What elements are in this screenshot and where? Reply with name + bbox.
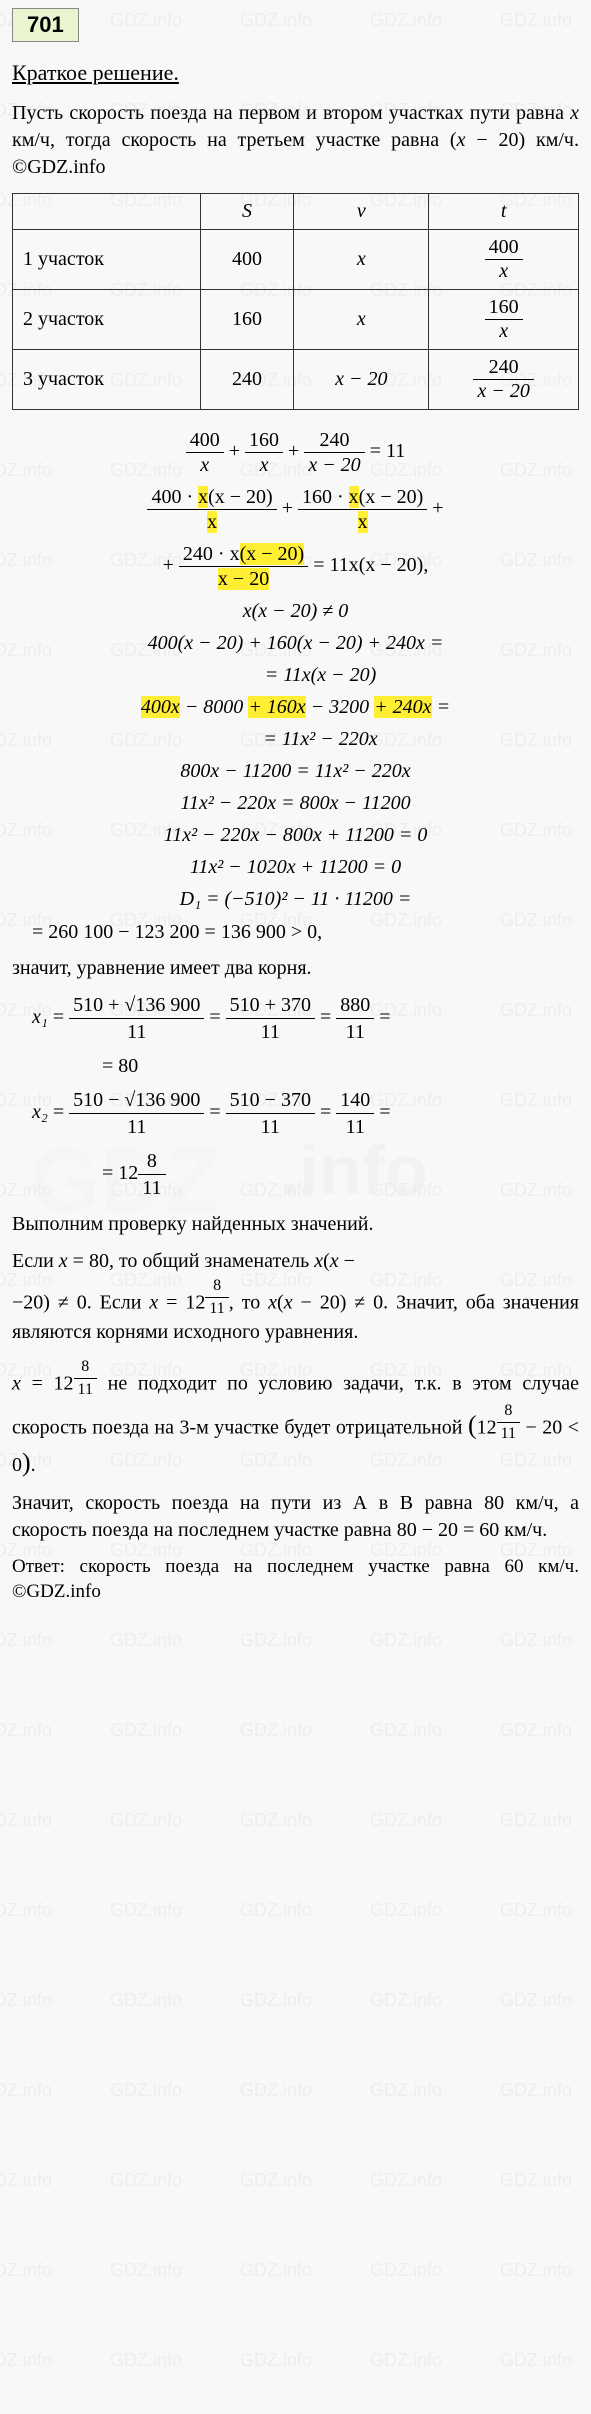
equation-2b: + 240 · x(x − 20)x − 20 = 11x(x − 20), [12,542,579,591]
problem-number-badge: 701 [12,8,79,42]
equation-7: 11x² − 220x = 800x − 11200 [12,791,579,815]
table-row: 3 участок240x − 20240x − 20 [13,350,579,410]
x2-result: = 12811 [102,1148,579,1201]
reject-paragraph: x = 12811 не подходит по условию задачи,… [12,1356,579,1479]
table-row: 1 участок400x400x [13,230,579,290]
equation-5: 400x − 8000 + 160x − 3200 + 240x = [12,695,579,719]
x1-line: x₁ = 510 + √136 90011 = 510 + 37011 = 88… [32,992,579,1045]
equation-5b: = 11x² − 220x [62,727,579,751]
table-row: 2 участок160x160x [13,290,579,350]
table-header: S [200,194,294,230]
table-header: t [429,194,579,230]
table-header [13,194,201,230]
conclusion: Значит, скорость поезда на пути из А в В… [12,1490,579,1544]
answer: Ответ: скорость поезда на последнем учас… [12,1554,579,1605]
equation-11: = 260 100 − 123 200 = 136 900 > 0, [32,919,579,945]
equation-4: 400(x − 20) + 160(x − 20) + 240x = [12,631,579,655]
equation-8: 11x² − 220x − 800x + 11200 = 0 [12,823,579,847]
equation-4b: = 11x(x − 20) [62,663,579,687]
intro-paragraph: Пусть скорость поезда на первом и втором… [12,100,579,181]
table-header: v [294,194,429,230]
x2-line: x₂ = 510 − √136 90011 = 510 − 37011 = 14… [32,1087,579,1140]
section-title: Краткое решение. [12,60,579,86]
equation-3: x(x − 20) ≠ 0 [12,599,579,623]
check-paragraph: Если x = 80, то общий знаменатель x(x − … [12,1248,579,1346]
equation-6: 800x − 11200 = 11x² − 220x [12,759,579,783]
equation-2a: 400 · x(x − 20)x + 160 · x(x − 20)x + [12,485,579,534]
check-intro: Выполним проверку найденных значений. [12,1211,579,1238]
two-roots-text: значит, уравнение имеет два корня. [12,955,579,982]
svt-table: Svt 1 участок400x400x2 участок160x160x3 … [12,193,579,410]
equation-10: D₁ = (−510)² − 11 · 11200 = [12,887,579,911]
equation-1: 400x + 160x + 240x − 20 = 11 [12,428,579,477]
equation-9: 11x² − 1020x + 11200 = 0 [12,855,579,879]
x1-result: = 80 [102,1053,579,1079]
